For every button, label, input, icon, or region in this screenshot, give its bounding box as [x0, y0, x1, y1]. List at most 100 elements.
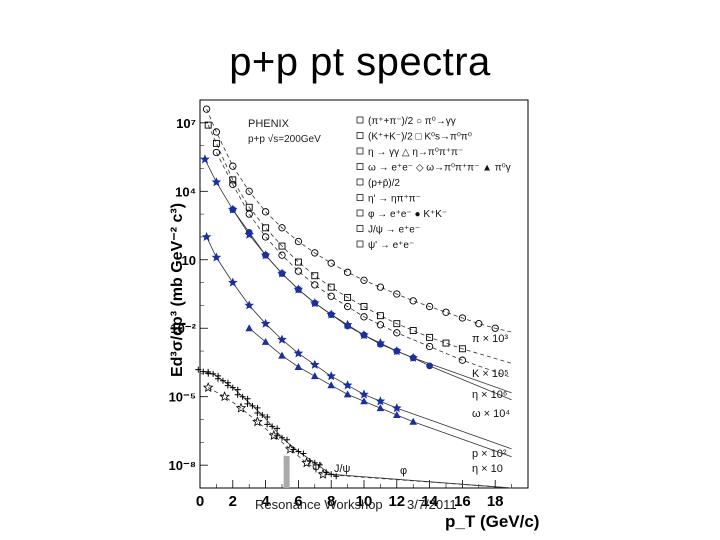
- data-point: [234, 391, 241, 398]
- data-point: [327, 292, 335, 300]
- data-point: [212, 139, 220, 147]
- legend-entry: η' → ηπ⁺π⁻: [368, 194, 421, 205]
- x-axis-label: p_T (GeV/c): [445, 512, 539, 531]
- data-point: [442, 308, 450, 316]
- legend-marker: [356, 163, 364, 170]
- y-tick-label: 10⁻⁸: [169, 458, 196, 473]
- resonance-label: ψ': [312, 461, 322, 473]
- x-tick-label: 6: [294, 493, 302, 510]
- data-point: [458, 356, 467, 364]
- data-point: [254, 409, 261, 416]
- data-point: [234, 386, 241, 393]
- x-tick-label: 8: [327, 493, 335, 510]
- data-point: [260, 318, 271, 328]
- data-point: [204, 121, 212, 129]
- data-point: [376, 312, 384, 320]
- data-point: [458, 314, 467, 322]
- data-point: [211, 252, 222, 262]
- fit-curve: [203, 371, 512, 489]
- data-point: [249, 402, 256, 409]
- data-point: [239, 393, 246, 400]
- data-point: [200, 154, 210, 164]
- x-tick-label: 14: [421, 493, 438, 510]
- data-point: [205, 368, 212, 375]
- x-tick-label: 18: [487, 493, 504, 510]
- data-point: [245, 228, 253, 236]
- legend-entry: (p+p̄)/2: [368, 178, 400, 189]
- data-point: [426, 333, 434, 341]
- data-point: [311, 299, 319, 307]
- data-point: [224, 382, 231, 389]
- data-point: [254, 404, 261, 411]
- data-point: [244, 400, 251, 407]
- legend-entry: J/ψ → e⁺e⁻: [368, 225, 420, 236]
- data-point: [392, 403, 402, 413]
- y-tick-label: 10: [182, 253, 196, 268]
- x-tick-label: 12: [388, 493, 405, 510]
- system-label: p+p √s=200GeV: [248, 133, 321, 145]
- data-point: [294, 237, 303, 246]
- scale-label: η × 10⁶: [472, 389, 507, 401]
- data-point: [327, 259, 335, 267]
- data-point: [409, 327, 417, 334]
- data-point: [409, 417, 417, 425]
- y-tick-label: 10⁷: [176, 116, 196, 131]
- data-point: [344, 322, 351, 330]
- legend-marker: [356, 178, 364, 186]
- data-point: [229, 162, 237, 170]
- data-point: [278, 270, 286, 277]
- x-tick-label: 4: [261, 493, 270, 510]
- data-point: [294, 267, 303, 275]
- data-point: [425, 302, 434, 311]
- scale-label: η × 10: [472, 463, 503, 475]
- data-point: [491, 324, 499, 332]
- legend-marker: [356, 225, 364, 232]
- data-point: [264, 421, 271, 428]
- data-point: [278, 351, 286, 359]
- data-point: [442, 339, 450, 347]
- data-point: [311, 249, 319, 257]
- data-point: [295, 448, 302, 455]
- data-point: [376, 321, 385, 329]
- legend-marker: [356, 147, 364, 155]
- data-point: [426, 362, 433, 370]
- data-point: [342, 380, 353, 390]
- data-point: [360, 276, 368, 284]
- legend-entry: φ → e⁺e⁻ ● K⁺K⁻: [368, 209, 447, 220]
- data-point: [295, 286, 302, 293]
- data-point: [229, 180, 237, 189]
- data-point: [277, 334, 287, 344]
- slide-title: p+p pt spectra: [229, 40, 491, 84]
- data-point: [202, 382, 214, 393]
- data-point: [245, 324, 253, 332]
- data-point: [311, 372, 319, 380]
- data-point: [311, 281, 319, 289]
- data-point: [359, 389, 369, 399]
- data-point: [409, 297, 417, 305]
- footer-event: Resonance Workshop: [255, 497, 383, 512]
- resonance-label: φ: [400, 465, 407, 477]
- x-tick-label: 16: [454, 493, 471, 510]
- data-point: [327, 283, 335, 291]
- data-point: [269, 423, 276, 430]
- data-point: [228, 277, 238, 287]
- data-point: [284, 436, 290, 443]
- data-point: [360, 331, 368, 339]
- data-point: [310, 359, 320, 369]
- legend-entry: (π⁺+π⁻)/2 ○ π⁰→γγ: [368, 116, 456, 127]
- data-point: [393, 410, 401, 418]
- highlight-bar: [283, 456, 290, 488]
- data-point: [458, 345, 466, 353]
- data-point: [278, 224, 286, 232]
- data-point: [326, 371, 336, 381]
- data-point: [393, 329, 401, 337]
- legend-marker: [356, 194, 364, 201]
- fit-curve: [207, 124, 512, 364]
- plot-frame: [199, 99, 529, 489]
- data-point: [245, 187, 253, 195]
- x-tick-label: 10: [356, 493, 373, 510]
- data-point: [212, 148, 221, 157]
- data-point: [376, 404, 385, 412]
- data-point: [293, 348, 304, 358]
